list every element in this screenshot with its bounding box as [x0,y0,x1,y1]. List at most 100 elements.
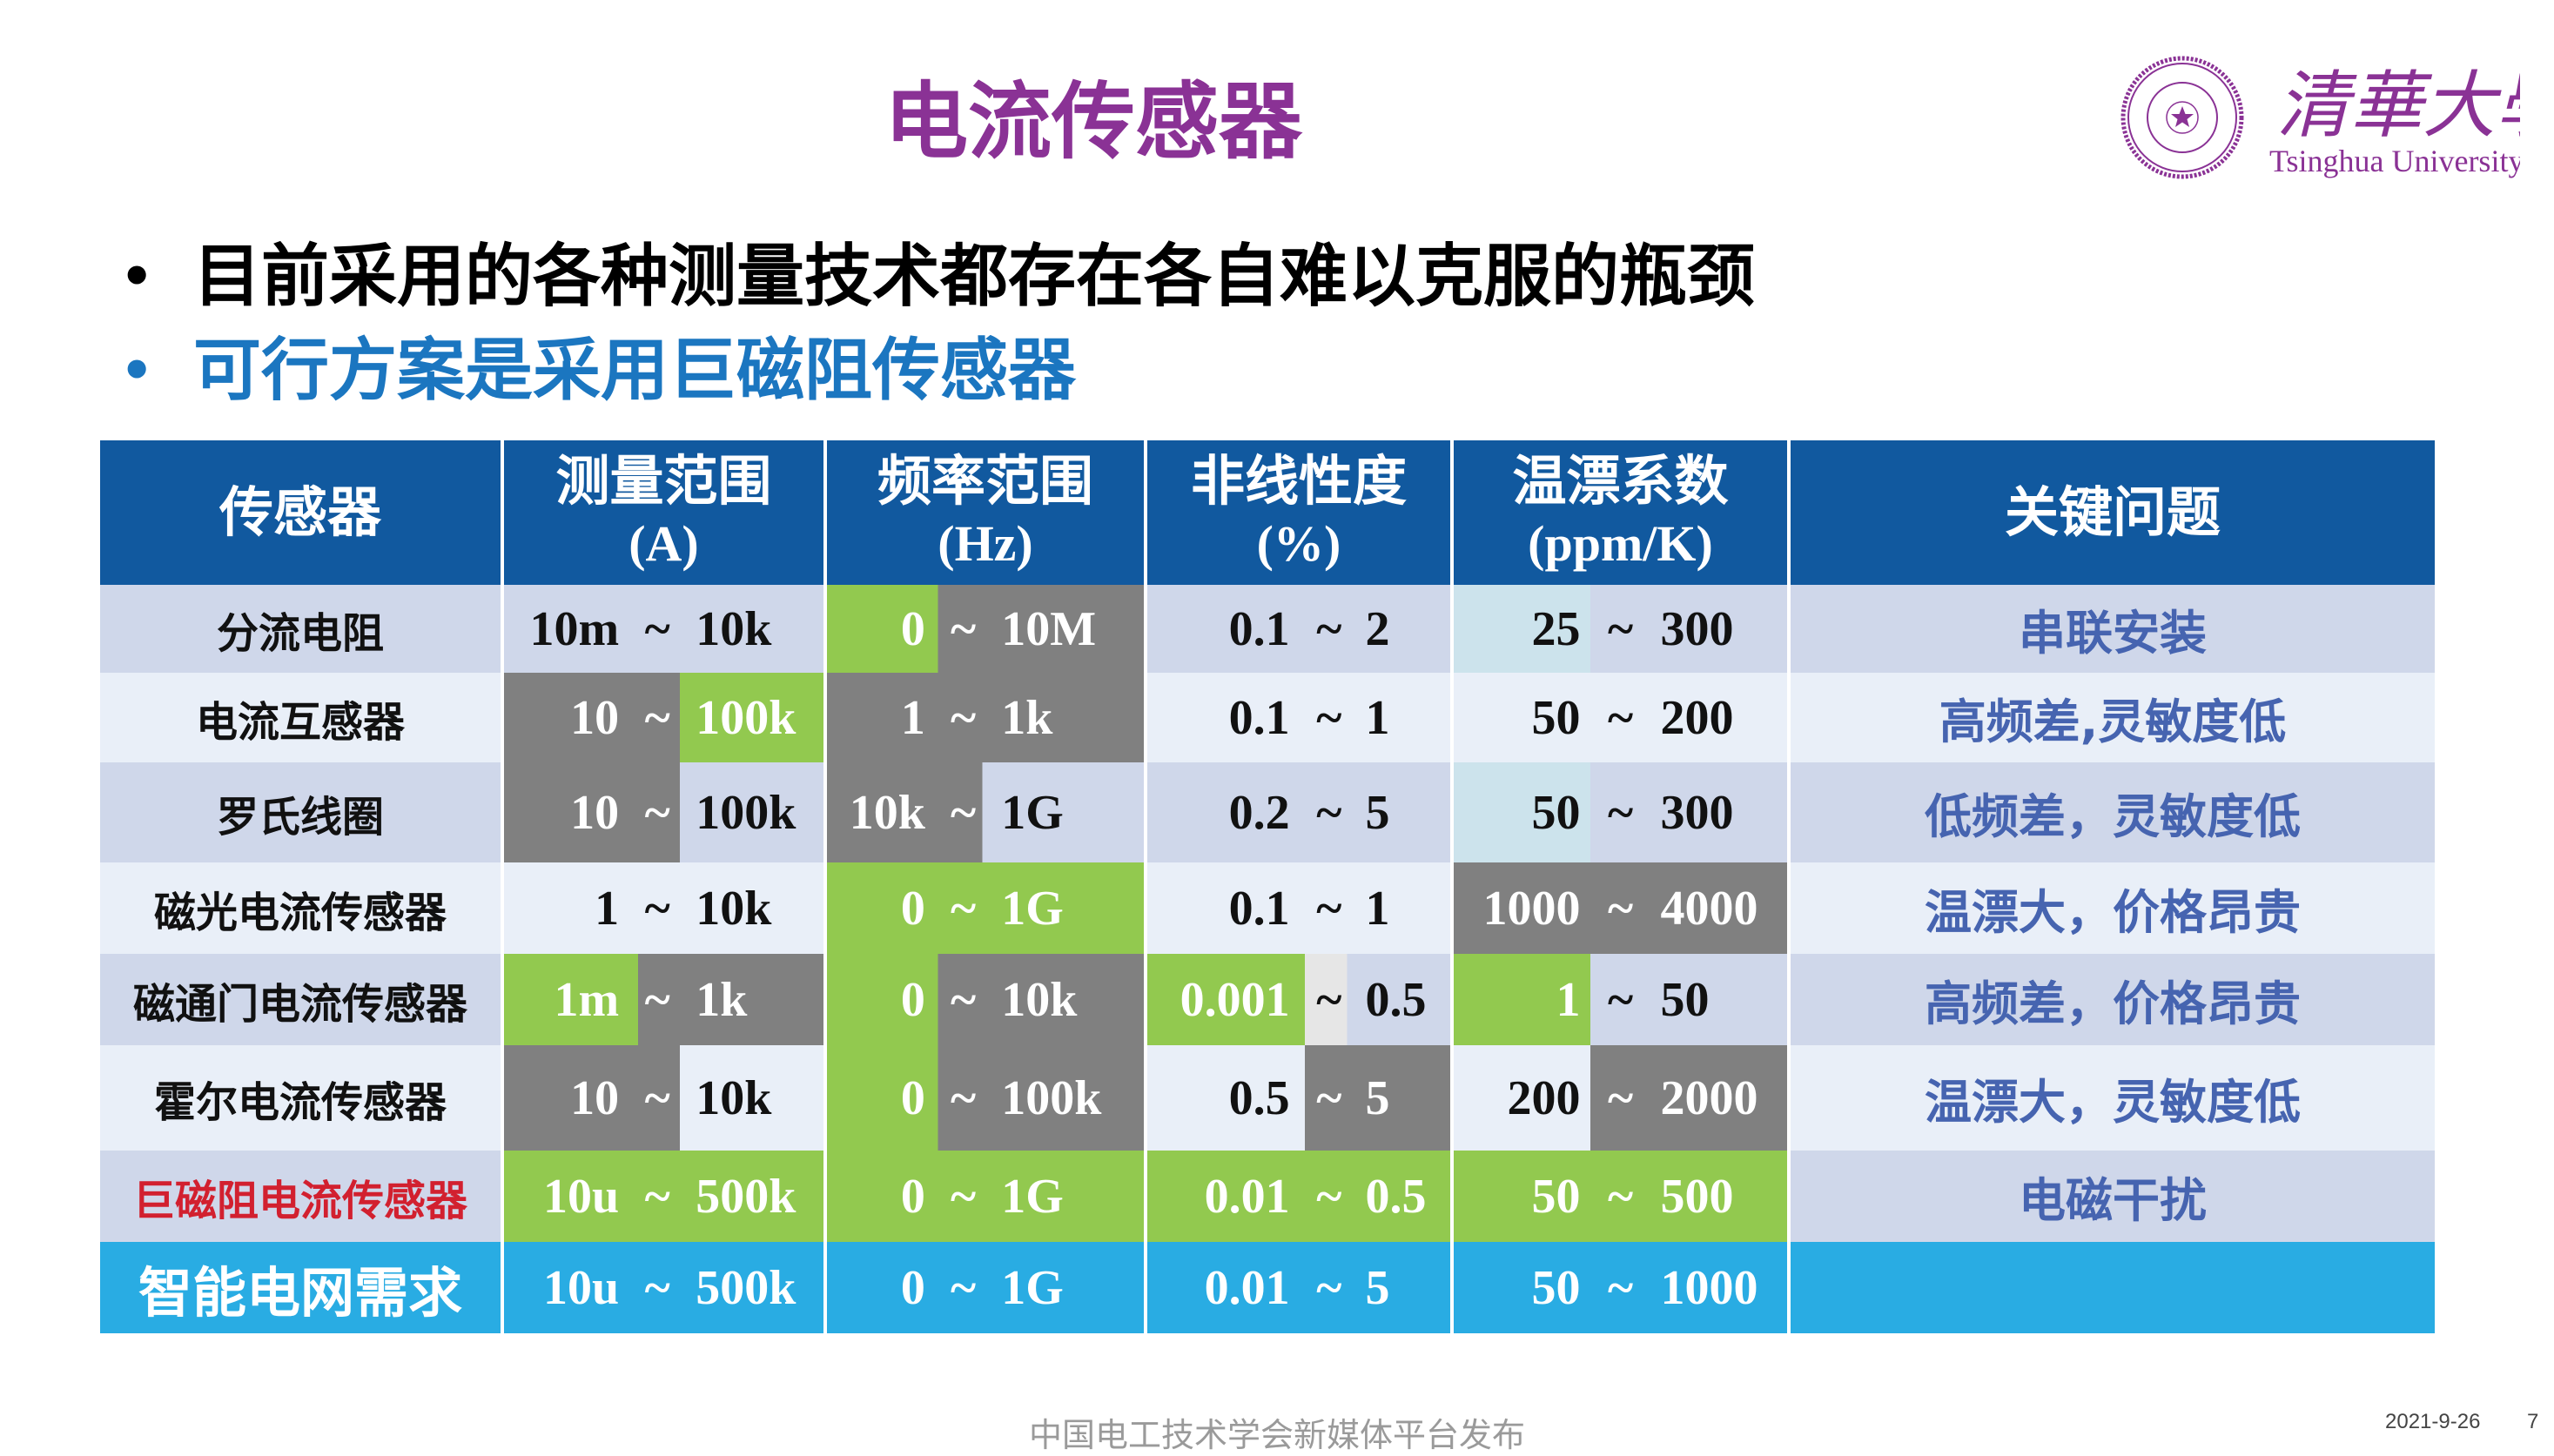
table-row: 智能电网需求 10u ~500k 0 ~1G 0.01 ~5 50 ~1000 [100,1242,2435,1333]
range-cell: 0.1 ~2 [1144,585,1452,673]
range-min: 0.5 [1228,1070,1290,1125]
table-row: 霍尔电流传感器 10 ~10k 0 ~100k 0.5 ~5 200 ~2000 温漂大，灵敏度低 [100,1045,2435,1151]
range-min: 0 [900,1070,925,1125]
range-cell: 10u ~500k [501,1151,825,1242]
range-tilde: ~ [644,972,670,1027]
range-cell: 10 ~100k [501,762,825,862]
range-cell: 10 ~100k [501,673,825,762]
bullet-dot: • [120,340,154,401]
range-cell: 0.01 ~5 [1144,1242,1452,1333]
range-tilde: ~ [1316,1070,1342,1125]
range-min: 10m [529,601,620,656]
column-header: 传感器 [100,440,502,585]
slide-title: 电流传感器 [884,73,1302,171]
range-min: 1m [554,972,620,1027]
range-cell: 10u ~500k [501,1242,825,1333]
table-row: 磁通门电流传感器 1m ~1k 0 ~10k 0.001 ~0.5 1 ~50 高频差，价格昂贵 [100,954,2435,1045]
range-tilde: ~ [1316,881,1342,936]
range-max: 10k [696,1070,772,1125]
range-cell: 1 ~10k [501,862,825,954]
range-max: 4000 [1660,881,1758,936]
range-max: 50 [1660,972,1710,1027]
key-issue: 高频差,灵敏度低 [1787,673,2435,762]
range-cell: 0.2 ~5 [1144,762,1452,862]
range-max: 500 [1660,1169,1734,1224]
range-max: 1 [1365,690,1390,745]
range-cell: 50 ~1000 [1450,1242,1789,1333]
sensor-name: 智能电网需求 [100,1242,502,1333]
table-row: 巨磁阻电流传感器 10u ~500k 0 ~1G 0.01 ~0.5 50 ~500 电磁干扰 [100,1151,2435,1242]
range-max: 0.5 [1365,1169,1427,1224]
range-max: 5 [1365,1260,1390,1315]
range-cell: 1m ~1k [501,954,825,1045]
range-min: 1 [1556,972,1581,1027]
sensor-name: 分流电阻 [100,585,502,673]
key-issue: 温漂大，灵敏度低 [1787,1045,2435,1151]
range-tilde: ~ [950,1260,977,1315]
range-max: 100k [696,690,796,745]
range-min: 0.1 [1228,881,1290,936]
range-min: 0 [900,972,925,1027]
range-tilde: ~ [950,972,977,1027]
range-max: 1G [1001,785,1064,840]
bullet-dot: • [120,246,154,307]
range-min: 10k [849,785,925,840]
range-min: 200 [1507,1070,1581,1125]
range-tilde: ~ [1607,881,1634,936]
range-min: 50 [1531,1169,1581,1224]
range-min: 0.2 [1228,785,1290,840]
column-header-unit: (%) [1256,515,1341,572]
range-max: 500k [696,1169,796,1224]
range-tilde: ~ [1316,601,1342,656]
column-header-label: 非线性度 [1190,449,1407,513]
range-min: 0 [900,1169,925,1224]
range-max: 0.5 [1365,972,1427,1027]
range-tilde: ~ [950,881,977,936]
range-tilde: ~ [1316,1260,1342,1315]
range-cell: 50 ~500 [1450,1151,1789,1242]
range-tilde: ~ [1316,690,1342,745]
range-tilde: ~ [644,1260,670,1315]
range-tilde: ~ [644,690,670,745]
range-min: 0.1 [1228,690,1290,745]
logo-name-en: Tsinghua University [2269,144,2520,178]
range-max: 1k [696,972,748,1027]
table-header-row: 传感器 测量范围 (A) 频率范围 (Hz) 非线性度 (%) 温漂系数 (ppm/K) 关键问题 [100,440,2435,585]
key-issue: 高频差，价格昂贵 [1787,954,2435,1045]
bullet-text: 目前采用的各种测量技术都存在各自难以克服的瓶颈 [193,238,1756,316]
range-min: 0 [900,601,925,656]
range-cell: 0.5 ~5 [1144,1045,1452,1151]
table-row: 分流电阻 10m ~10k 0 ~10M 0.1 ~2 25 ~300 串联安装 [100,585,2435,673]
range-cell: 1000 ~4000 [1450,862,1789,954]
sensor-name: 磁通门电流传感器 [100,954,502,1045]
range-max: 300 [1660,785,1734,840]
sensor-comparison-table: 传感器 测量范围 (A) 频率范围 (Hz) 非线性度 (%) 温漂系数 (ppm/K) 关键问题… [100,440,2435,1333]
column-header-unit: (ppm/K) [1528,515,1713,572]
range-cell: 0 ~1G [823,1242,1146,1333]
range-max: 5 [1365,785,1390,840]
column-header: 非线性度 (%) [1144,440,1452,585]
logo-name-zh: 清華大學 [2276,63,2520,148]
range-tilde: ~ [950,1070,977,1125]
range-max: 10k [1001,972,1078,1027]
range-tilde: ~ [644,1070,670,1125]
range-tilde: ~ [644,785,670,840]
range-tilde: ~ [1607,785,1634,840]
range-max: 1G [1001,1169,1064,1224]
range-cell: 0 ~10k [823,954,1146,1045]
range-min: 1 [900,690,925,745]
range-min: 50 [1531,785,1581,840]
range-tilde: ~ [1316,972,1342,1027]
footer-source: 中国电工技术学会新媒体平台发布 [1028,1416,1525,1454]
column-header-unit: (Hz) [938,515,1033,572]
key-issue: 电磁干扰 [1787,1151,2435,1242]
sensor-name: 巨磁阻电流传感器 [100,1151,502,1242]
range-min: 10 [570,690,620,745]
range-tilde: ~ [950,601,977,656]
range-cell: 10k ~1G [823,762,1146,862]
range-tilde: ~ [950,1169,977,1224]
range-min: 0 [900,881,925,936]
range-min: 10 [570,1070,620,1125]
range-cell: 0.001 ~0.5 [1144,954,1452,1045]
range-min: 1 [595,881,620,936]
